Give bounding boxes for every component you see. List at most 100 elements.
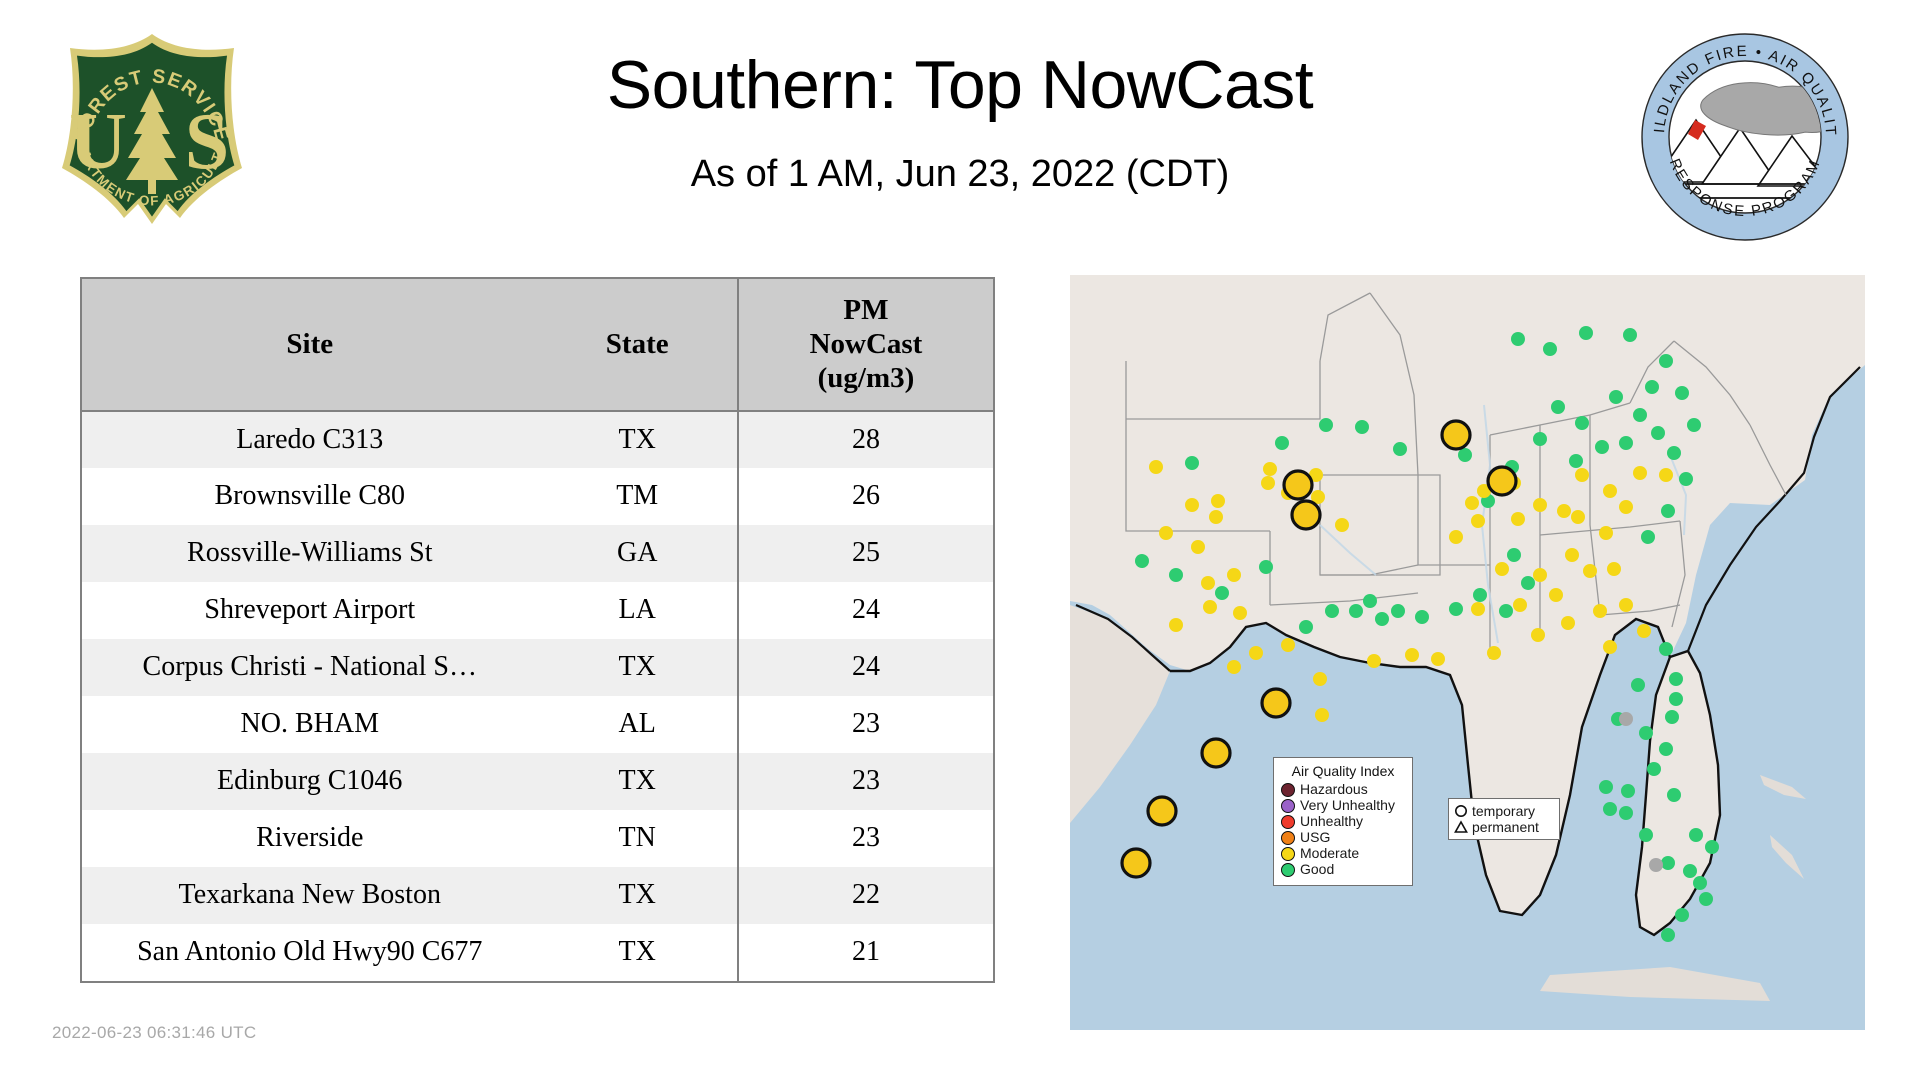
- table-row: Brownsville C80 TM 26: [82, 467, 993, 525]
- legend-item-moderate: Moderate: [1281, 846, 1405, 861]
- pm-cell: 23: [736, 695, 993, 753]
- site-cell: Laredo C313: [82, 410, 538, 468]
- legend-item-temporary: temporary: [1454, 803, 1554, 819]
- site-cell: Riverside: [82, 809, 538, 867]
- aqi-color-swatch: [1281, 830, 1295, 845]
- state-cell: TX: [537, 410, 738, 468]
- florida-coastline: [1634, 649, 1722, 937]
- aqi-color-swatch: [1281, 814, 1295, 829]
- top-nowcast-table-container: Site State PM NowCast (ug/m3) Laredo C31…: [80, 277, 995, 983]
- site-cell: Brownsville C80: [82, 467, 538, 525]
- legend-rows: Hazardous Very Unhealthy Unhealthy USG Moder…: [1281, 782, 1405, 877]
- pm-cell: 24: [736, 638, 993, 696]
- top-nowcast-table: Site State PM NowCast (ug/m3) Laredo C31…: [82, 279, 993, 981]
- page-title: Southern: Top NowCast: [606, 47, 1314, 123]
- pm-cell: 23: [736, 752, 993, 810]
- legend-item-hazardous: Hazardous: [1281, 782, 1405, 797]
- title-block: Southern: Top NowCast As of 1 AM, Jun 23…: [300, 48, 1620, 196]
- state-cell: LA: [537, 581, 738, 639]
- aqi-legend-label: Unhealthy: [1300, 813, 1364, 829]
- aqi-color-swatch: [1281, 862, 1295, 877]
- aqi-legend-label: Moderate: [1300, 845, 1360, 861]
- top-site-marker[interactable]: [1290, 499, 1322, 531]
- mexico-land: [1070, 605, 1170, 823]
- state-cell: TX: [537, 638, 738, 696]
- monitor-map[interactable]: [1070, 275, 1865, 1030]
- pm-cell: 28: [736, 410, 993, 468]
- table-row: NO. BHAM AL 23: [82, 695, 993, 753]
- aqi-color-swatch: [1281, 798, 1295, 813]
- aqi-legend-label: Very Unhealthy: [1300, 797, 1395, 813]
- page-subtitle: As of 1 AM, Jun 23, 2022 (CDT): [690, 152, 1230, 195]
- legend-label-temporary: temporary: [1472, 803, 1536, 819]
- aqi-legend-label: USG: [1300, 829, 1331, 845]
- aqi-color-swatch: [1281, 782, 1295, 797]
- pm-cell: 26: [736, 467, 993, 525]
- aqi-legend-label: Good: [1300, 861, 1335, 877]
- cuba-landmass: [1540, 967, 1770, 1001]
- top-site-marker[interactable]: [1120, 847, 1152, 879]
- table-row: Texarkana New Boston TX 22: [82, 866, 993, 924]
- table-header-row: Site State PM NowCast (ug/m3): [82, 279, 993, 412]
- svg-text:S: S: [185, 98, 230, 186]
- pm-cell: 25: [736, 524, 993, 582]
- monitor-dots-moderate[interactable]: [1149, 460, 1673, 722]
- aqi-legend-label: Hazardous: [1300, 781, 1368, 797]
- state-cell: TX: [537, 923, 738, 981]
- wfaqrp-seal-icon: WILDLAND FIRE • AIR QUALITY RESPONSE PRO…: [1632, 19, 1849, 241]
- atlantic-coastline: [1686, 366, 1861, 652]
- monitor-dots-nodata[interactable]: [1619, 712, 1663, 872]
- land-mass: [1070, 275, 1865, 915]
- air-quality-index-legend: Air Quality Index Hazardous Very Unhealth…: [1273, 757, 1413, 886]
- state-cell: GA: [537, 524, 738, 582]
- us-forest-service-shield-logo: FOREST SERVICE DEPARTMENT OF AGRICULTURE…: [46, 16, 252, 246]
- wildland-fire-air-quality-seal-logo: WILDLAND FIRE • AIR QUALITY RESPONSE PRO…: [1632, 19, 1850, 242]
- legend-item-very-unhealthy: Very Unhealthy: [1281, 798, 1405, 813]
- table-row: San Antonio Old Hwy90 C677 TX 21: [82, 923, 993, 981]
- column-header-site: Site: [82, 279, 538, 412]
- pm-cell: 21: [736, 923, 993, 981]
- aqi-color-swatch: [1281, 846, 1295, 861]
- table-row: Shreveport Airport LA 24: [82, 581, 993, 639]
- circle-icon: [1455, 805, 1467, 817]
- forest-service-shield-icon: FOREST SERVICE DEPARTMENT OF AGRICULTURE…: [46, 16, 242, 224]
- generation-timestamp: 2022-06-23 06:31:46 UTC: [52, 1023, 257, 1042]
- table-row: Laredo C313 TX 28: [82, 410, 993, 468]
- legend-label-permanent: permanent: [1472, 819, 1539, 835]
- site-cell: Corpus Christi - National S…: [82, 638, 538, 696]
- top-site-marker[interactable]: [1282, 469, 1314, 501]
- table-row: Corpus Christi - National S… TX 24: [82, 638, 993, 696]
- site-cell: Texarkana New Boston: [82, 866, 538, 924]
- legend-item-usg: USG: [1281, 830, 1405, 845]
- svg-text:U: U: [69, 98, 127, 186]
- monitor-dots-good[interactable]: [1135, 326, 1719, 942]
- top-site-marker[interactable]: [1200, 737, 1232, 769]
- table-row: Rossville-Williams St GA 25: [82, 524, 993, 582]
- pm-header-line2: NowCast: [809, 328, 923, 361]
- column-header-state: State: [537, 279, 738, 412]
- pm-cell: 23: [736, 809, 993, 867]
- site-type-legend: temporary permanent: [1448, 798, 1560, 840]
- site-cell: NO. BHAM: [82, 695, 538, 753]
- pm-header-line3: (ug/m3): [817, 362, 915, 395]
- bahamas-islands: [1760, 775, 1806, 879]
- pm-cell: 22: [736, 866, 993, 924]
- top-site-marker[interactable]: [1260, 687, 1292, 719]
- top-site-marker[interactable]: [1440, 419, 1472, 451]
- legend-item-unhealthy: Unhealthy: [1281, 814, 1405, 829]
- top-site-marker[interactable]: [1146, 795, 1178, 827]
- top-site-markers[interactable]: [1120, 419, 1518, 879]
- legend-item-good: Good: [1281, 862, 1405, 877]
- state-cell: TN: [537, 809, 738, 867]
- legend-item-permanent: permanent: [1454, 819, 1554, 835]
- triangle-icon: [1454, 820, 1468, 833]
- site-cell: San Antonio Old Hwy90 C677: [82, 923, 538, 981]
- column-header-pm-nowcast: PM NowCast (ug/m3): [736, 279, 993, 412]
- texas-mexico-border: [1075, 603, 1171, 672]
- top-site-marker[interactable]: [1486, 465, 1518, 497]
- map-canvas[interactable]: [1070, 275, 1865, 1030]
- site-cell: Rossville-Williams St: [82, 524, 538, 582]
- site-cell: Edinburg C1046: [82, 752, 538, 810]
- gulf-coastline: [1170, 617, 1672, 917]
